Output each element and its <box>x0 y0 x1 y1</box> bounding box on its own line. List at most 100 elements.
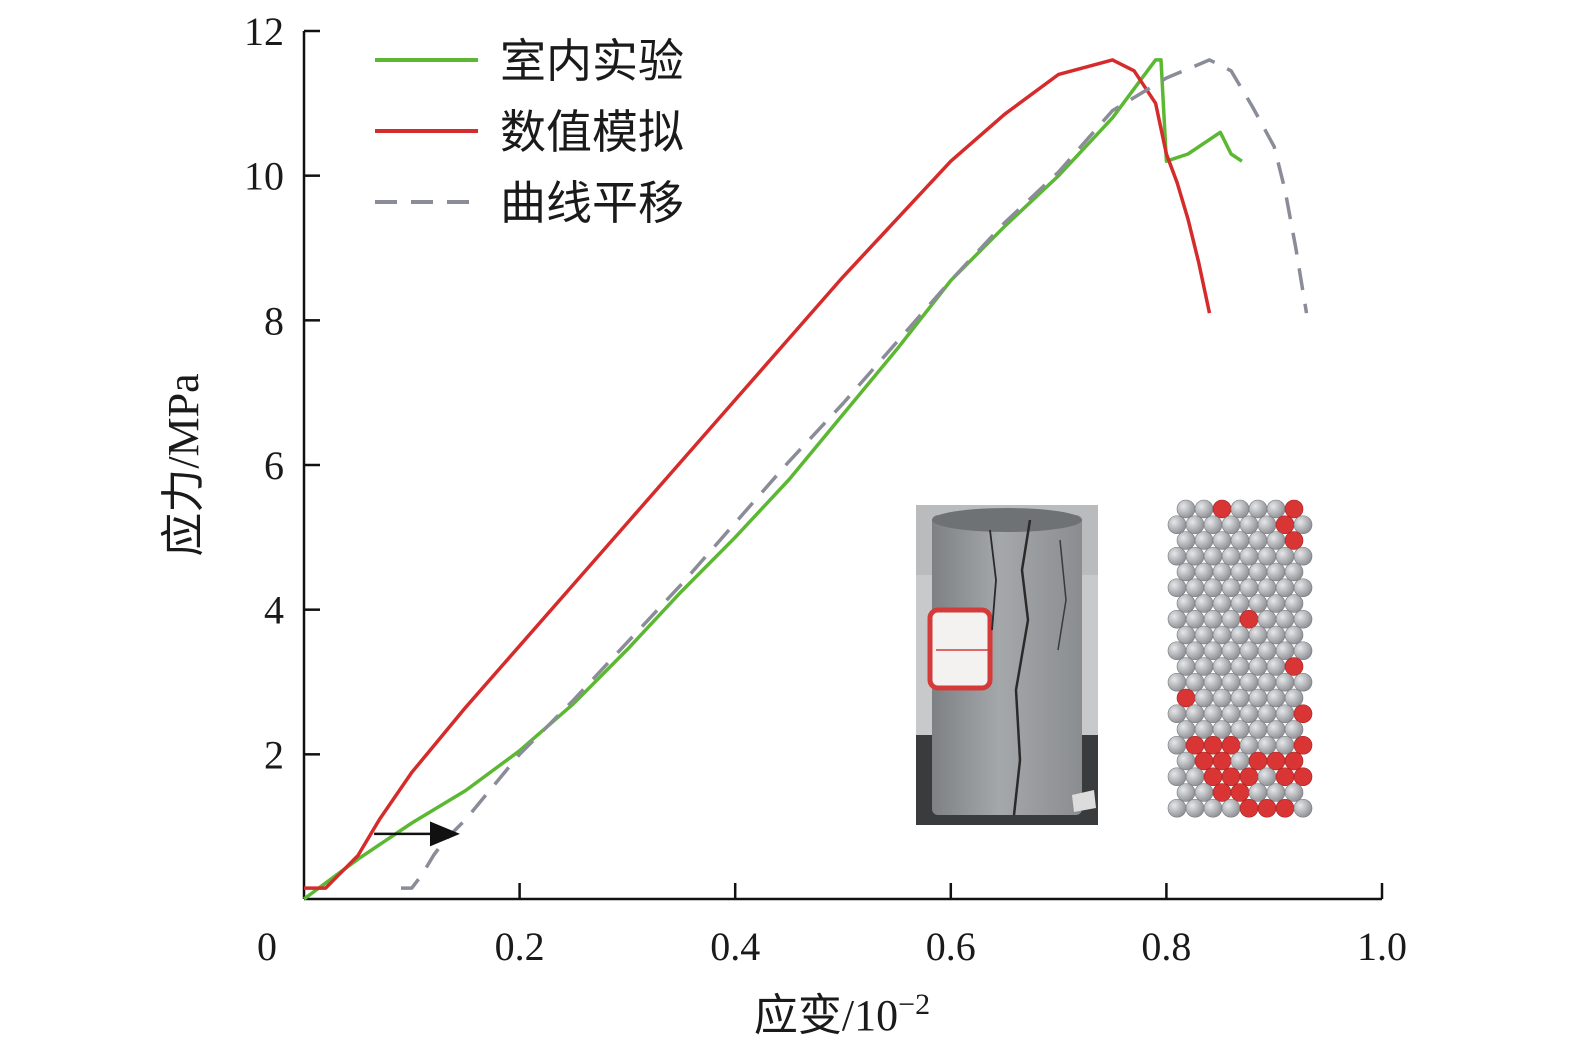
particle <box>1176 783 1196 802</box>
particle <box>1167 546 1187 566</box>
particle <box>1266 625 1286 645</box>
x-axis-title-base: 应变/10 <box>754 991 898 1040</box>
particle <box>1176 499 1196 519</box>
particle <box>1293 515 1313 535</box>
particle <box>1176 688 1196 708</box>
particle <box>1230 783 1250 802</box>
particle <box>1167 672 1187 692</box>
particle <box>1212 657 1232 676</box>
particle <box>1239 672 1259 692</box>
particle <box>1230 688 1250 708</box>
particle <box>1194 688 1214 708</box>
particle <box>1275 798 1295 818</box>
particle <box>1185 578 1205 598</box>
particle <box>1239 735 1259 755</box>
particle <box>1266 594 1286 613</box>
particle <box>1167 578 1187 598</box>
particle <box>1293 735 1313 755</box>
particle <box>1293 578 1313 598</box>
particle <box>1257 767 1277 787</box>
particle <box>1284 783 1304 802</box>
particle <box>1212 783 1232 802</box>
particle <box>1266 657 1286 676</box>
particle <box>1203 672 1223 692</box>
particle <box>1275 515 1295 535</box>
particle <box>1176 594 1196 613</box>
particle <box>1167 704 1187 724</box>
particle-model-image <box>1167 499 1313 818</box>
particle <box>1203 515 1223 535</box>
particle <box>1176 751 1196 771</box>
particle <box>1230 594 1250 613</box>
particle <box>1176 562 1196 582</box>
particle <box>1275 704 1295 724</box>
particle <box>1248 499 1268 519</box>
x-tick-label: 0.8 <box>1141 924 1191 969</box>
particle <box>1266 562 1286 582</box>
particle <box>1203 798 1223 818</box>
particle <box>1221 546 1241 566</box>
particle <box>1167 798 1187 818</box>
particle <box>1239 546 1259 566</box>
y-tick-label: 6 <box>264 443 284 488</box>
particle <box>1275 546 1295 566</box>
particle <box>1239 609 1259 629</box>
legend: 室内实验 数值模拟 曲线平移 <box>375 34 684 230</box>
particle <box>1221 704 1241 724</box>
particle <box>1266 531 1286 550</box>
particle <box>1167 767 1187 787</box>
particle <box>1167 735 1187 755</box>
particle <box>1194 751 1214 771</box>
y-tick-label: 10 <box>244 154 284 199</box>
particle <box>1275 641 1295 661</box>
x-axis-title-exponent: −2 <box>898 988 930 1021</box>
series-layer <box>302 58 1309 901</box>
particle <box>1185 672 1205 692</box>
particle <box>1194 720 1214 739</box>
particle <box>1194 562 1214 582</box>
particle <box>1257 672 1277 692</box>
particle <box>1248 688 1268 708</box>
particle <box>1212 688 1232 708</box>
particle <box>1257 641 1277 661</box>
particle <box>1176 657 1196 676</box>
particle <box>1284 720 1304 739</box>
particle <box>1185 515 1205 535</box>
particle <box>1275 672 1295 692</box>
specimen-photo <box>916 505 1098 825</box>
y-axis-title: 应力/MPa <box>159 373 208 556</box>
series-line-1 <box>304 58 1212 890</box>
particle <box>1257 735 1277 755</box>
particle <box>1230 499 1250 519</box>
particle <box>1293 641 1313 661</box>
particle <box>1230 562 1250 582</box>
particle <box>1230 751 1250 771</box>
particle <box>1248 751 1268 771</box>
particle <box>1266 720 1286 739</box>
particle <box>1293 798 1313 818</box>
particle <box>1230 720 1250 739</box>
particle <box>1176 720 1196 739</box>
x-tick-label: 0 <box>257 924 277 969</box>
particle <box>1230 657 1250 676</box>
particle <box>1284 594 1304 613</box>
particle <box>1194 531 1214 550</box>
particle <box>1257 546 1277 566</box>
particle <box>1248 531 1268 550</box>
particle <box>1266 751 1286 771</box>
particle <box>1239 515 1259 535</box>
particle <box>1257 609 1277 629</box>
particle <box>1185 735 1205 755</box>
particle <box>1248 783 1268 802</box>
particle <box>1185 767 1205 787</box>
particle <box>1284 657 1304 676</box>
particle <box>1266 688 1286 708</box>
particle <box>1275 609 1295 629</box>
particle <box>1203 641 1223 661</box>
particle <box>1203 609 1223 629</box>
particle <box>1275 767 1295 787</box>
particle <box>1284 625 1304 645</box>
particle <box>1266 783 1286 802</box>
y-tick-label: 4 <box>264 588 284 633</box>
particle <box>1248 720 1268 739</box>
